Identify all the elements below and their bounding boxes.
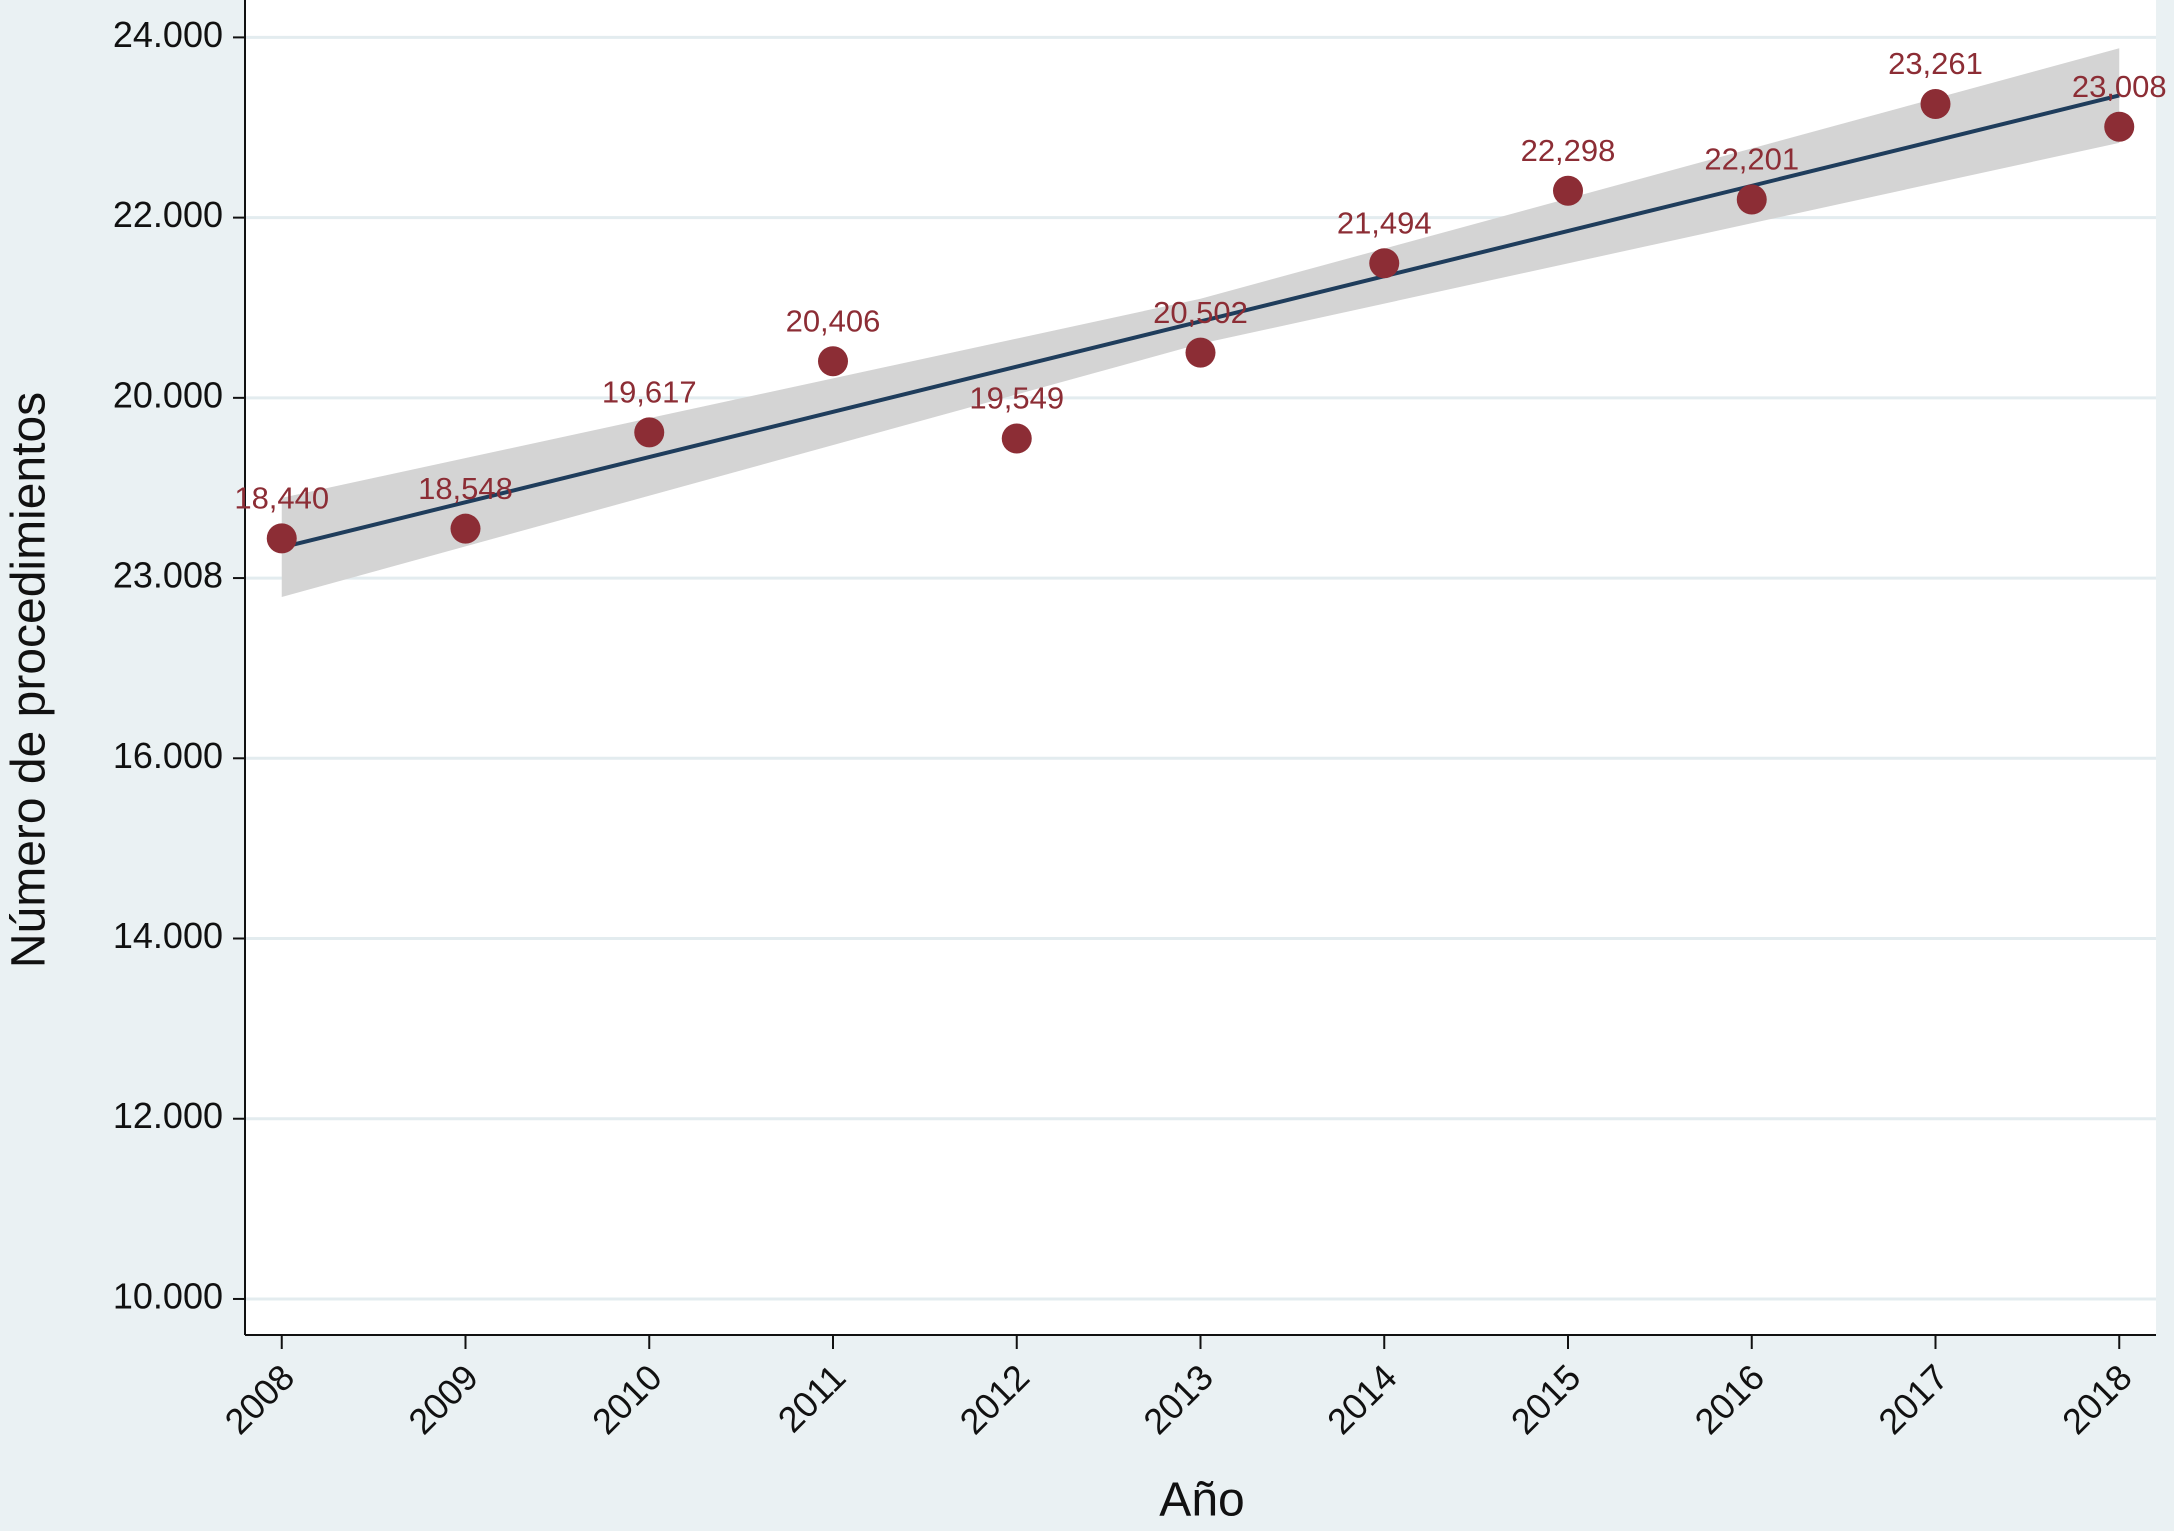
point (450, 513, 481, 544)
y-tick-label: 10.000 (113, 1275, 223, 1316)
point (634, 417, 665, 448)
point (1920, 88, 1951, 119)
point (2104, 111, 2135, 142)
fit-line (281, 93, 2120, 550)
y-tick-label: 23.008 (113, 555, 223, 596)
point (1736, 184, 1767, 215)
point (1553, 175, 1583, 206)
point (1185, 337, 1216, 368)
data-label: 23,261 (1888, 46, 1983, 81)
data-label: 21,494 (1337, 205, 1432, 240)
x-axis-title: Año (1159, 1474, 1244, 1527)
y-tick-label: 12.000 (113, 1095, 223, 1136)
data-label: 19,617 (602, 375, 697, 410)
y-tick-label: 24.000 (113, 14, 223, 55)
point (1369, 248, 1400, 279)
y-axis-title: Número de procedimientos (3, 392, 56, 968)
point (818, 346, 848, 377)
point (266, 523, 297, 554)
y-tick-label: 20.000 (113, 374, 223, 415)
data-label: 20,502 (1153, 295, 1248, 330)
data-label: 23,008 (2072, 69, 2167, 104)
point (1001, 423, 1032, 454)
y-tick-label: 22.000 (113, 194, 223, 235)
data-label: 20,406 (786, 303, 881, 338)
data-label: 19,549 (969, 381, 1064, 416)
data-label: 22,298 (1521, 133, 1616, 168)
data-label: 18,548 (418, 471, 513, 506)
data-label: 22,201 (1704, 142, 1799, 177)
y-tick-label: 16.000 (113, 735, 223, 776)
data-label: 18,440 (234, 481, 329, 516)
plot-area (245, 0, 2156, 1335)
y-tick-label: 14.000 (113, 915, 223, 956)
